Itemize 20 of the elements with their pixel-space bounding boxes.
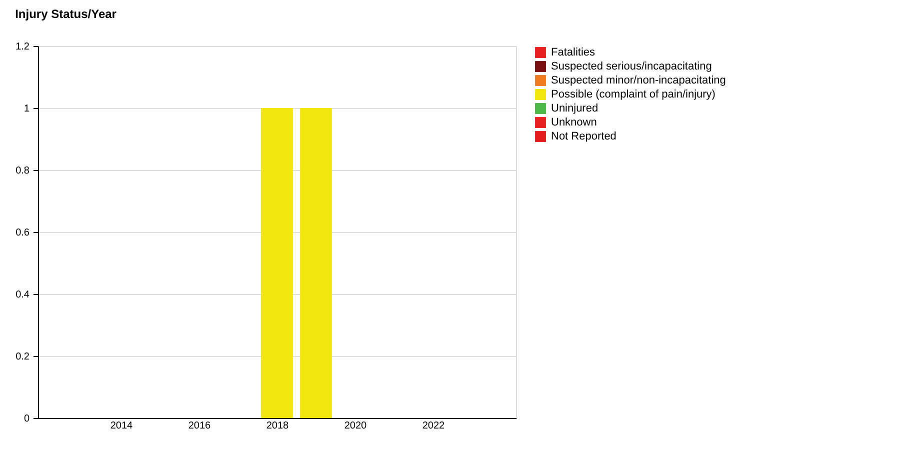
- y-tick-label: 0.4: [16, 290, 30, 300]
- chart-title: Injury Status/Year: [15, 7, 117, 21]
- y-tick-label: 0.8: [16, 166, 30, 176]
- legend-label: Fatalities: [551, 46, 596, 58]
- y-tick-label: 0.2: [16, 352, 30, 362]
- x-tick-label: 2018: [266, 420, 290, 432]
- legend-label: Unknown: [551, 116, 597, 128]
- y-tick-label: 0.6: [16, 228, 30, 238]
- x-tick-label: 2016: [188, 420, 212, 432]
- y-tick-label: 0: [24, 414, 30, 424]
- x-tick-label: 2022: [422, 420, 446, 432]
- x-tick-label: 2020: [344, 420, 368, 432]
- legend-label: Suspected serious/incapacitating: [551, 60, 712, 72]
- legend-label: Suspected minor/non-incapacitating: [551, 74, 726, 86]
- y-tick-label: 1: [24, 104, 30, 114]
- x-tick-label: 2014: [110, 420, 134, 432]
- legend-label: Uninjured: [551, 102, 598, 114]
- legend-label: Not Reported: [551, 130, 616, 142]
- y-tick-label: 1.2: [16, 42, 30, 52]
- legend-label: Possible (complaint of pain/injury): [551, 88, 716, 100]
